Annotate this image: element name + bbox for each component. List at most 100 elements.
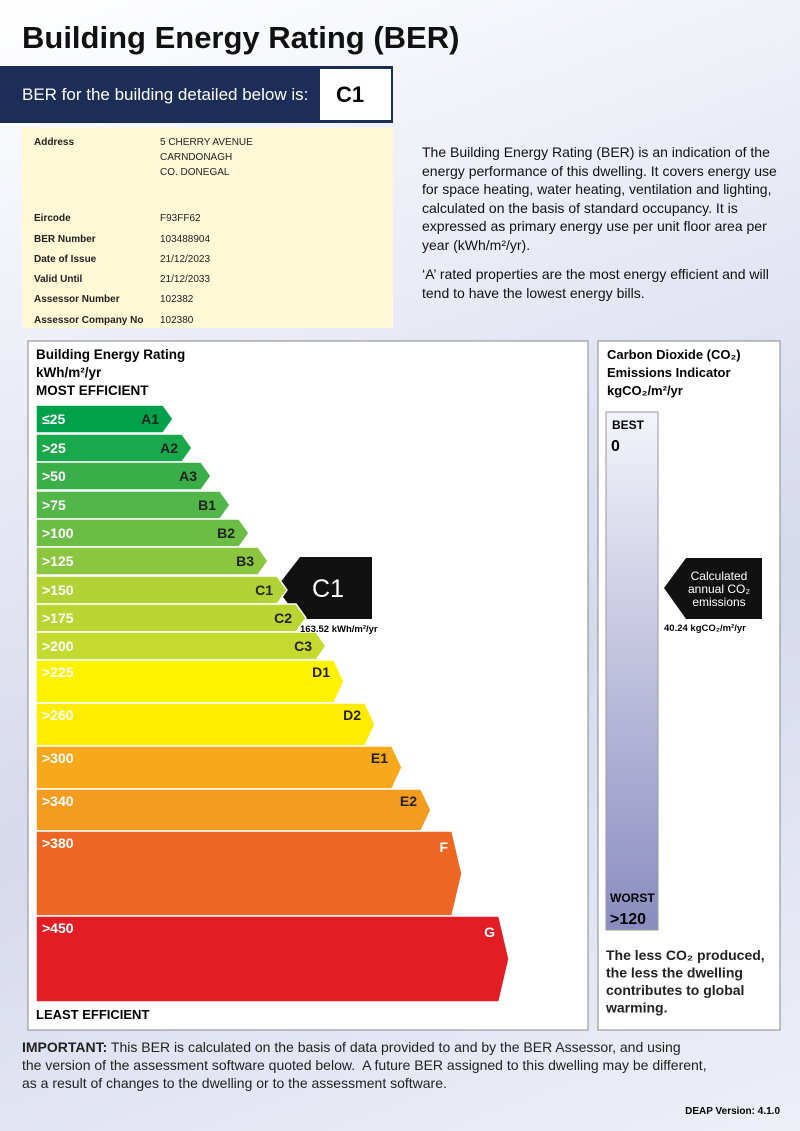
band-grade: F bbox=[439, 839, 448, 855]
important-text: as a result of changes to the dwelling o… bbox=[22, 1075, 447, 1091]
band-threshold: >175 bbox=[42, 610, 74, 626]
band bbox=[35, 702, 376, 747]
co2-heading: kgCO₂/m²/yr bbox=[607, 383, 683, 398]
band-grade: A1 bbox=[141, 411, 159, 427]
band bbox=[35, 546, 269, 576]
band-threshold: ≤25 bbox=[42, 411, 65, 427]
ber-arrow bbox=[276, 557, 372, 619]
detail-value: 103488904 bbox=[160, 234, 211, 245]
band-threshold: >125 bbox=[42, 553, 74, 569]
least-efficient: LEAST EFFICIENT bbox=[36, 1007, 149, 1022]
rating-value: C1 bbox=[320, 69, 391, 120]
important-line: as a result of changes to the dwelling o… bbox=[22, 1074, 707, 1092]
band-grade: D1 bbox=[312, 664, 330, 680]
detail-label: BER Number bbox=[34, 234, 96, 245]
important-text: the version of the assessment software q… bbox=[22, 1057, 707, 1073]
band-grade: A3 bbox=[179, 468, 197, 484]
co2-worst-label: WORST bbox=[610, 891, 655, 905]
band-grade: E2 bbox=[400, 793, 417, 809]
detail-label: Valid Until bbox=[34, 274, 83, 285]
band-grade: C3 bbox=[294, 638, 312, 654]
band bbox=[35, 404, 174, 434]
band-grade: E1 bbox=[371, 750, 388, 766]
band bbox=[35, 745, 403, 790]
detail-value: 102382 bbox=[160, 294, 194, 305]
detail-label: Address bbox=[34, 137, 75, 148]
band bbox=[35, 433, 193, 463]
co2-note: warming. bbox=[605, 1000, 667, 1016]
co2-worst: >120 bbox=[610, 911, 646, 928]
footer: IMPORTANT: This BER is calculated on the… bbox=[22, 1038, 707, 1092]
co2-best: 0 bbox=[611, 438, 620, 455]
band-threshold: >450 bbox=[42, 920, 74, 936]
scale-heading: kWh/m²/yr bbox=[36, 365, 102, 380]
address-line: CO. DONEGAL bbox=[160, 167, 230, 178]
scale-heading: MOST EFFICIENT bbox=[36, 383, 149, 398]
band-threshold: >100 bbox=[42, 525, 74, 541]
intro-paragraph: The Building Energy Rating (BER) is an i… bbox=[422, 144, 777, 253]
band-grade: C1 bbox=[255, 582, 273, 598]
rating-bar: BER for the building detailed below is: … bbox=[0, 66, 393, 123]
band-threshold: >225 bbox=[42, 664, 74, 680]
band bbox=[35, 490, 231, 520]
band-threshold: >340 bbox=[42, 793, 74, 809]
band bbox=[35, 631, 327, 661]
detail-value: F93FF62 bbox=[160, 213, 201, 224]
band-threshold: >25 bbox=[42, 440, 66, 456]
title: Building Energy Rating (BER) bbox=[22, 20, 460, 55]
address-line: CARNDONAGH bbox=[160, 152, 233, 163]
band-threshold: >50 bbox=[42, 468, 66, 484]
important-text: This BER is calculated on the basis of d… bbox=[107, 1039, 681, 1055]
detail-label: Date of Issue bbox=[34, 254, 97, 265]
co2-note: The less CO₂ produced, bbox=[606, 947, 765, 963]
intro-paragraph: ‘A’ rated properties are the most energy… bbox=[422, 266, 769, 301]
co2-arrow bbox=[664, 558, 762, 619]
detail-label: Eircode bbox=[34, 213, 71, 224]
band-grade: C2 bbox=[274, 610, 292, 626]
co2-note: the less the dwelling bbox=[606, 965, 743, 981]
band-grade: A2 bbox=[160, 440, 178, 456]
detail-value: 21/12/2033 bbox=[160, 274, 211, 285]
band bbox=[35, 518, 250, 548]
band-grade: B1 bbox=[198, 497, 216, 513]
important-line: IMPORTANT: This BER is calculated on the… bbox=[22, 1038, 707, 1056]
band-grade: B3 bbox=[236, 553, 254, 569]
co2-indicator-text: emissions bbox=[692, 595, 745, 609]
co2-indicator-text: annual CO₂ bbox=[688, 582, 750, 596]
intro: The Building Energy Rating (BER) is an i… bbox=[422, 143, 787, 313]
band bbox=[35, 461, 212, 491]
band-grade: B2 bbox=[217, 525, 235, 541]
scale-heading: Building Energy Rating bbox=[36, 347, 185, 362]
band bbox=[35, 603, 307, 633]
band bbox=[35, 915, 510, 1003]
co2-note: contributes to global bbox=[606, 982, 744, 998]
detail-value: 102380 bbox=[160, 315, 194, 326]
band bbox=[35, 830, 463, 917]
band-threshold: >260 bbox=[42, 707, 74, 723]
version: DEAP Version: 4.1.0 bbox=[685, 1106, 780, 1117]
co2-bar bbox=[605, 411, 659, 931]
co2-heading: Emissions Indicator bbox=[607, 365, 731, 380]
important-label: IMPORTANT: bbox=[22, 1039, 108, 1055]
co2-indicator-text: Calculated bbox=[691, 569, 748, 583]
detail-label: Assessor Company No bbox=[34, 315, 144, 326]
details-box: Address 5 CHERRY AVENUE CARNDONAGH CO. DON… bbox=[22, 128, 393, 328]
band-threshold: >150 bbox=[42, 582, 74, 598]
ber-indicator-grade: C1 bbox=[312, 575, 344, 603]
band-threshold: >200 bbox=[42, 638, 74, 654]
band-grade: G bbox=[484, 924, 495, 940]
co2-indicator-value: 40.24 kgCO₂/m²/yr bbox=[664, 623, 746, 634]
rating-label: BER for the building detailed below is: bbox=[22, 85, 309, 104]
band bbox=[35, 575, 288, 605]
band bbox=[35, 788, 432, 832]
detail-label: Assessor Number bbox=[34, 294, 120, 305]
address-line: 5 CHERRY AVENUE bbox=[160, 137, 253, 148]
ber-indicator-value: 163.52 kWh/m²/yr bbox=[300, 624, 378, 635]
important-line: the version of the assessment software q… bbox=[22, 1056, 707, 1074]
band-grade: D2 bbox=[343, 707, 361, 723]
band-threshold: >380 bbox=[42, 835, 74, 851]
co2-best-label: BEST bbox=[612, 418, 645, 432]
band-threshold: >75 bbox=[42, 497, 66, 513]
band-threshold: >300 bbox=[42, 750, 74, 766]
